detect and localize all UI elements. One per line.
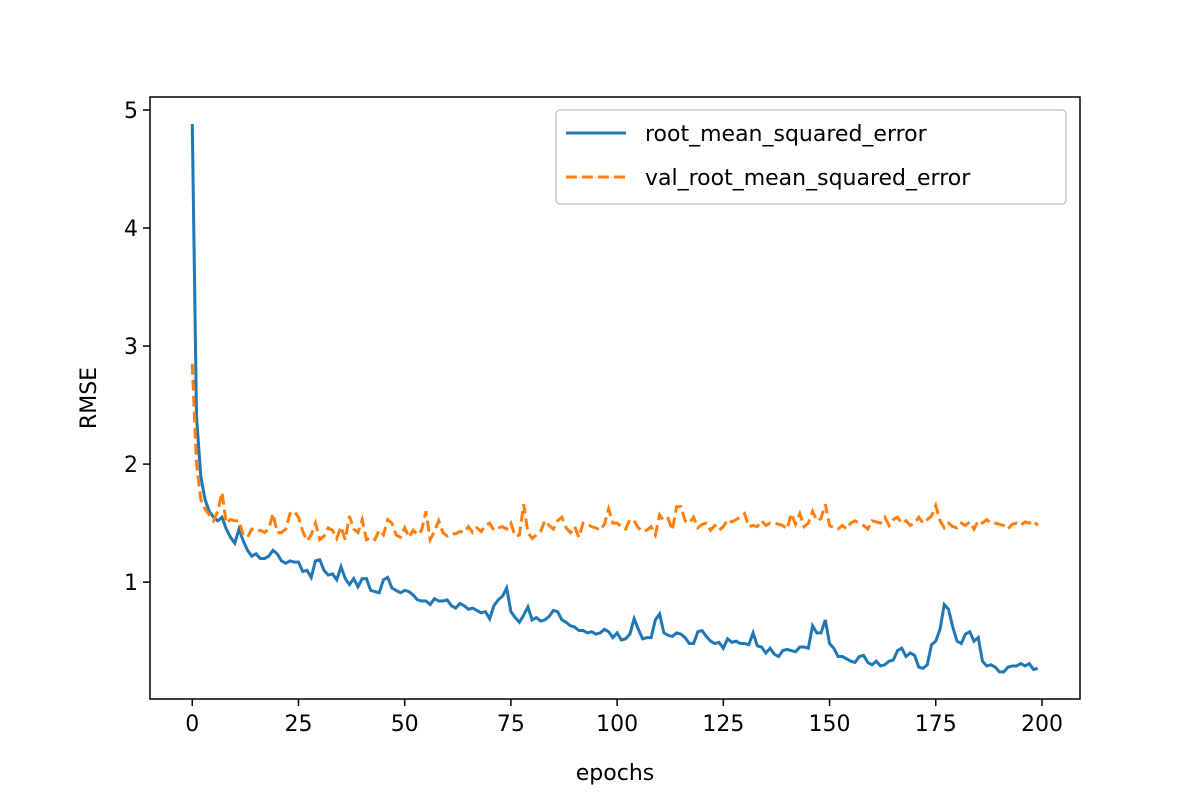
x-tick-label: 200: [1021, 712, 1063, 737]
legend-label: val_root_mean_squared_error: [645, 166, 971, 191]
x-tick-label: 25: [284, 712, 312, 737]
y-tick-label: 2: [124, 453, 138, 478]
x-tick-label: 125: [702, 712, 744, 737]
x-tick-label: 175: [915, 712, 957, 737]
y-tick-label: 1: [124, 571, 138, 596]
x-tick-label: 0: [185, 712, 199, 737]
x-tick-label: 50: [391, 712, 419, 737]
plot-frame: [149, 96, 1081, 700]
legend-label: root_mean_squared_error: [645, 122, 928, 147]
x-tick-label: 75: [497, 712, 525, 737]
legend-frame: [555, 109, 1067, 205]
x-tick-label: 150: [809, 712, 851, 737]
y-tick-label: 5: [124, 99, 138, 124]
y-axis-label: RMSE: [77, 367, 102, 429]
x-tick-label: 100: [596, 712, 638, 737]
legend: root_mean_squared_error val_root_mean_squ…: [555, 109, 1067, 205]
series-line: [190, 124, 1039, 674]
y-tick-label: 4: [124, 217, 138, 242]
series-line: [190, 363, 1039, 545]
x-axis-label: epochs: [576, 761, 654, 786]
y-tick-label: 3: [124, 335, 138, 360]
